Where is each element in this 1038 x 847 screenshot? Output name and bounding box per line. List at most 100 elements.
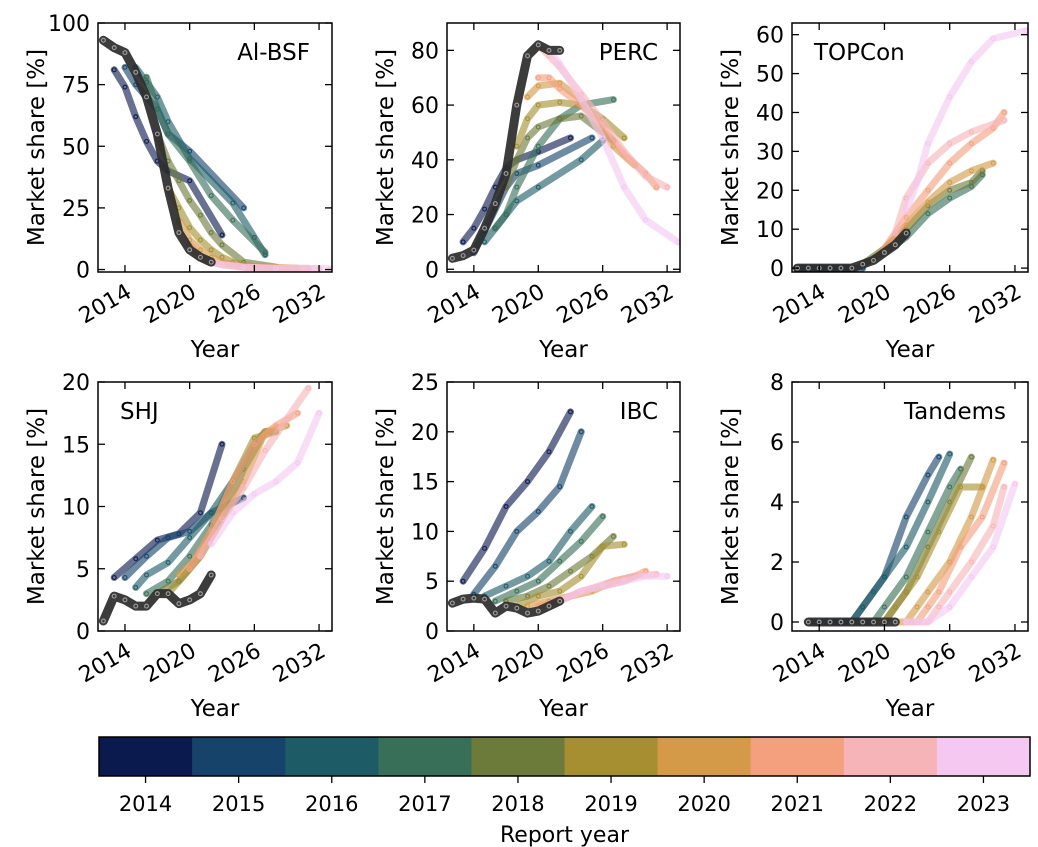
series-point-2023	[664, 573, 670, 579]
actual-point	[165, 591, 171, 597]
series-point-2016	[925, 499, 931, 505]
series-point-2021	[273, 423, 279, 429]
series-point-2019	[958, 484, 964, 490]
actual-point	[525, 610, 531, 616]
colorbar-swatch-2023	[936, 737, 1031, 776]
series-point-2023	[578, 97, 584, 103]
series-point-2015	[165, 535, 171, 541]
series-point-2016	[903, 544, 909, 550]
series-point-2017	[492, 598, 498, 604]
actual-point	[557, 47, 563, 53]
actual-point	[144, 94, 150, 100]
series-point-2022	[621, 149, 627, 155]
y-tick-label: 60	[756, 24, 784, 49]
colorbar-label: 2020	[677, 792, 730, 816]
actual-point	[460, 596, 466, 602]
actual-point	[449, 600, 455, 606]
y-tick-label: 25	[62, 197, 90, 222]
series-point-2014	[111, 574, 117, 580]
series-point-2019	[914, 574, 920, 580]
plot-frame	[97, 22, 333, 273]
y-tick-label: 10	[756, 218, 784, 243]
actual-point	[492, 201, 498, 207]
actual-point	[860, 619, 866, 625]
actual-point	[514, 102, 520, 108]
series-point-2016	[187, 535, 193, 541]
series-point-2023	[273, 479, 279, 485]
series-line-2022	[891, 116, 1008, 237]
y-axis-label: Market share [%]	[718, 49, 744, 246]
series-point-2017	[492, 225, 498, 231]
series-point-2017	[600, 513, 606, 519]
series-point-2017	[230, 217, 236, 223]
series-point-2017	[187, 553, 193, 559]
series-point-2017	[947, 195, 953, 201]
y-tick-label: 20	[62, 371, 90, 396]
series-point-2021	[968, 141, 974, 147]
panel-2: 0 10 20 30 40 50 60 2014 2020 2026 2032 Year Market …	[718, 22, 1029, 363]
series-group	[792, 27, 1028, 272]
series-point-2019	[187, 225, 193, 231]
series-point-2018	[197, 212, 203, 218]
panel-title: Tandems	[903, 399, 1006, 425]
actual-point	[535, 42, 541, 48]
series-point-2023	[903, 619, 909, 625]
actual-point	[827, 619, 833, 625]
actual-point	[546, 47, 552, 53]
series-point-2016	[567, 528, 573, 534]
x-tick-label: 2014	[424, 280, 485, 330]
series-point-2019	[535, 593, 541, 599]
series-group	[447, 40, 680, 263]
colorbar-swatch-2014	[99, 737, 193, 776]
series-point-2017	[262, 249, 268, 255]
x-tick-label: 2020	[140, 280, 201, 330]
actual-point	[503, 170, 509, 176]
y-axis-label: Market share [%]	[24, 408, 50, 605]
y-tick-label: 20	[411, 204, 439, 229]
series-point-2014	[219, 232, 225, 238]
series-point-2022	[241, 485, 247, 491]
series-point-2018	[514, 157, 520, 163]
x-axis-label: Year	[190, 696, 240, 722]
series-line-2017	[491, 513, 607, 605]
series-point-2014	[546, 449, 552, 455]
series-point-2019	[903, 589, 909, 595]
actual-point	[208, 259, 214, 265]
series-point-2023	[1012, 481, 1018, 487]
series-point-2022	[305, 385, 311, 391]
panel-1: 0 20 40 60 80 2014 2020 2026 2032 Year Market shar…	[373, 22, 681, 363]
series-point-2018	[567, 568, 573, 574]
actual-point	[449, 255, 455, 261]
actual-point	[871, 619, 877, 625]
series-point-2022	[284, 416, 290, 422]
actual-point	[881, 250, 887, 256]
x-tick-label: 2020	[488, 280, 549, 330]
x-tick-label: 2032	[965, 280, 1026, 330]
series-point-2020	[968, 514, 974, 520]
actual-point	[838, 265, 844, 271]
series-point-2022	[936, 604, 942, 610]
colorbar-label: 2016	[305, 792, 358, 816]
series-point-2020	[990, 160, 996, 166]
series-point-2015	[589, 135, 595, 141]
actual-point	[187, 597, 193, 603]
actual-point	[122, 50, 128, 56]
series-point-2020	[925, 589, 931, 595]
x-tick-label: 2032	[269, 280, 330, 330]
series-point-2014	[525, 479, 531, 485]
y-axis-label: Market share [%]	[373, 49, 399, 246]
series-point-2015	[557, 484, 563, 490]
series-point-2021	[1001, 109, 1007, 115]
series-group	[447, 408, 671, 618]
actual-point	[144, 603, 150, 609]
actual-point	[482, 596, 488, 602]
series-line-2022	[196, 384, 312, 560]
actual-point	[881, 619, 887, 625]
series-point-2014	[111, 67, 117, 73]
x-tick-label: 2014	[424, 639, 485, 689]
series-point-2014	[144, 138, 150, 144]
x-tick-label: 2026	[204, 639, 265, 689]
actual-point	[525, 53, 531, 59]
series-point-2023	[230, 510, 236, 516]
series-point-2022	[600, 119, 606, 125]
